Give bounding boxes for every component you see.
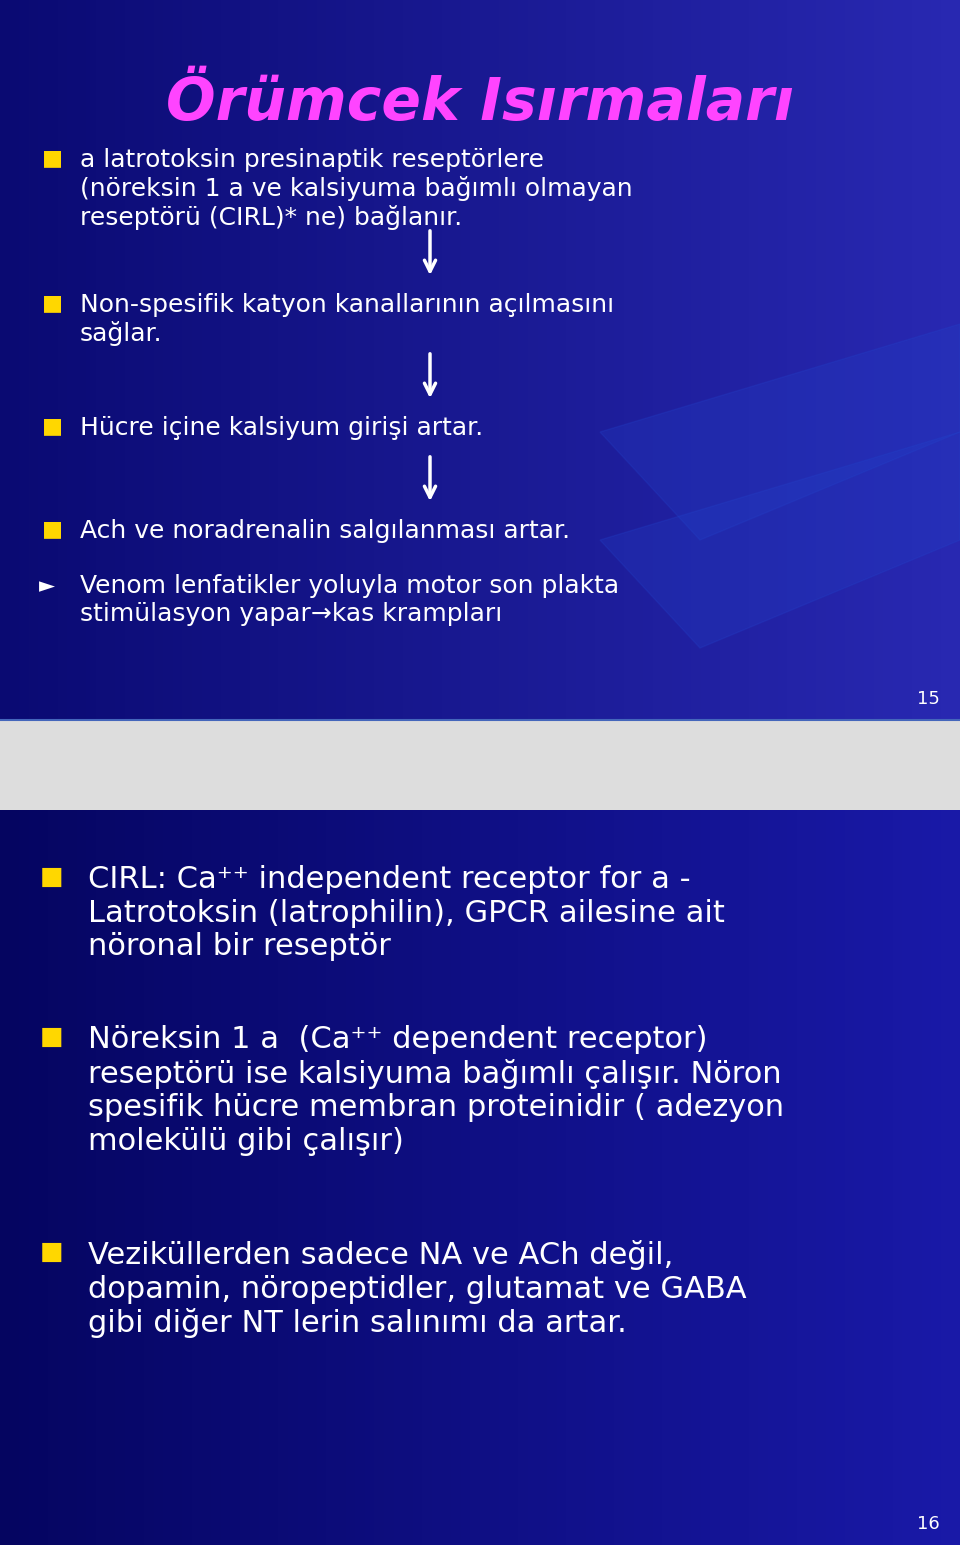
Text: CIRL: Ca⁺⁺ independent receptor for a -
Latrotoksin (latrophilin), GPCR ailesine: CIRL: Ca⁺⁺ independent receptor for a - … bbox=[88, 865, 725, 961]
Text: ►: ► bbox=[39, 576, 55, 596]
Text: Ach ve noradrenalin salgılanması artar.: Ach ve noradrenalin salgılanması artar. bbox=[80, 519, 570, 542]
Text: Veziküllerden sadece NA ve ACh değil,
dopamin, nöropeptidler, glutamat ve GABA
g: Veziküllerden sadece NA ve ACh değil, do… bbox=[88, 1241, 747, 1338]
Text: Venom lenfatikler yoluyla motor son plakta
stimülasyon yapar→kas krampları: Venom lenfatikler yoluyla motor son plak… bbox=[80, 575, 619, 626]
Text: Non-spesifik katyon kanallarının açılmasını
sağlar.: Non-spesifik katyon kanallarının açılmas… bbox=[80, 294, 614, 346]
Text: ■: ■ bbox=[40, 865, 63, 888]
Text: a latrotoksin presinaptik reseptörlere
(nöreksin 1 a ve kalsiyuma bağımlı olmaya: a latrotoksin presinaptik reseptörlere (… bbox=[80, 148, 633, 230]
Text: Örümcek Isırmaları: Örümcek Isırmaları bbox=[166, 76, 794, 131]
Text: Nöreksin 1 a  (Ca⁺⁺ dependent receptor)
reseptörü ise kalsiyuma bağımlı çalışır.: Nöreksin 1 a (Ca⁺⁺ dependent receptor) r… bbox=[88, 1024, 784, 1156]
Text: ■: ■ bbox=[40, 1024, 63, 1049]
Text: ■: ■ bbox=[41, 416, 62, 436]
Text: 15: 15 bbox=[917, 691, 940, 708]
Text: ■: ■ bbox=[41, 148, 62, 168]
Text: ■: ■ bbox=[40, 1241, 63, 1264]
Polygon shape bbox=[600, 324, 960, 541]
Polygon shape bbox=[600, 433, 960, 647]
Text: ■: ■ bbox=[41, 519, 62, 539]
Text: ■: ■ bbox=[41, 294, 62, 314]
Text: 16: 16 bbox=[917, 1516, 940, 1533]
Text: Hücre içine kalsiyum girişi artar.: Hücre içine kalsiyum girişi artar. bbox=[80, 416, 483, 440]
